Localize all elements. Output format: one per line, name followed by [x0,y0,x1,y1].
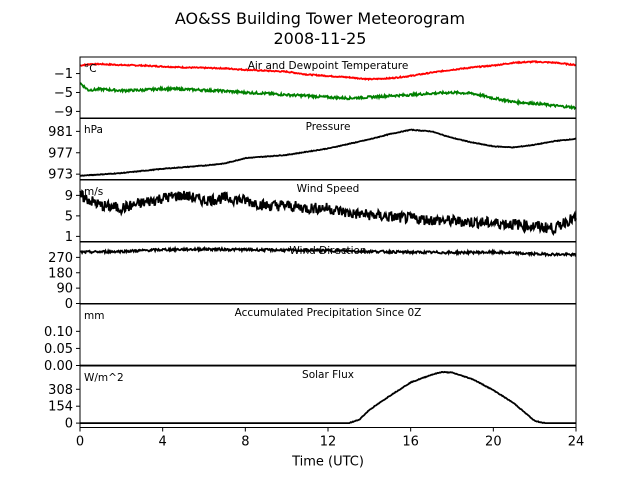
panel-pressure: 973 977 981 Pressure hPa [48,117,577,183]
y-tick-label: 981 [48,125,73,140]
y-tick-label: 5 [65,209,73,224]
series-line-wind_direction-0 [79,245,577,258]
panel-precipitation: 0.00 0.05 0.10 Accumulated Precipitation Si… [44,303,577,374]
y-tick-label: 9 [65,189,73,204]
series-line-pressure-0 [79,128,577,177]
x-tick-label: 8 [241,435,249,450]
y-tick-label: 0 [65,297,73,312]
series-line-temperature-1 [79,82,577,111]
series-line-solar_flux-0 [80,370,576,424]
panel-label-wind_direction: Wind Direction [289,245,366,257]
y-tick-label: −5 [54,86,73,101]
y-tick-label: 308 [48,383,73,398]
panel-unit-pressure: hPa [84,124,103,136]
panel-unit-solar_flux: W/m^2 [84,372,124,384]
x-tick-label: 24 [568,435,585,450]
panel-unit-wind_speed: m/s [84,186,103,198]
x-tick-label: 16 [402,435,419,450]
panel-label-pressure: Pressure [306,121,351,133]
panel-solar_flux: 0 154 308 Solar Flux W/m^2 [48,365,577,432]
y-tick-label: 90 [56,282,73,297]
y-tick-label: −1 [54,67,73,82]
chart-date: 2008-11-25 [274,29,367,48]
x-tick-label: 0 [76,435,84,450]
x-tick-label: 4 [159,435,167,450]
panel-wind_speed: 1 5 9 Wind Speed m/s [65,179,577,245]
y-tick-label: 154 [48,400,73,415]
y-tick-label: 270 [48,251,73,266]
x-axis-label: Time (UTC) [291,455,364,470]
panel-unit-temperature: °C [84,63,97,75]
y-tick-label: 0.05 [44,342,73,357]
y-tick-label: 0 [65,417,73,432]
panel-label-solar_flux: Solar Flux [302,369,354,381]
y-tick-label: −9 [54,105,73,120]
y-tick-label: 0.00 [44,359,73,374]
series-line-wind_speed-0 [79,189,577,236]
panel-label-wind_speed: Wind Speed [297,183,360,195]
y-tick-label: 977 [48,146,73,161]
panel-unit-precipitation: mm [84,310,104,322]
x-tick-label: 20 [485,435,502,450]
y-tick-label: 180 [48,266,73,281]
y-tick-label: 1 [65,230,73,245]
panel-temperature: −1 −5 −9 Air and Dewpoint Temperature °C [54,56,577,120]
panel-label-temperature: Air and Dewpoint Temperature [248,60,409,72]
x-tick-label: 12 [320,435,337,450]
series-line-temperature-0 [79,60,577,82]
panel-label-precipitation: Accumulated Precipitation Since 0Z [235,307,422,319]
y-tick-label: 973 [48,168,73,183]
y-tick-label: 0.10 [44,325,73,340]
chart-title: AO&SS Building Tower Meteorogram [175,9,465,28]
